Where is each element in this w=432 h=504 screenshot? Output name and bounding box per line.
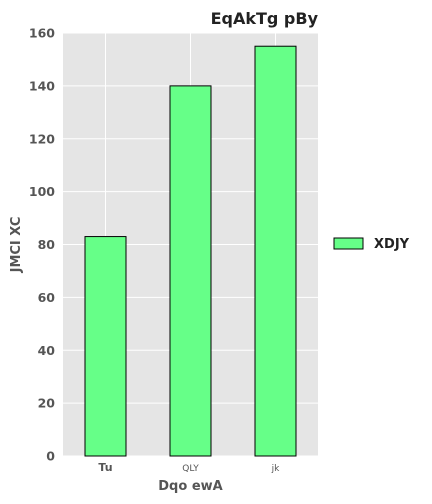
y-tick-label: 120 — [29, 131, 55, 146]
bar-QLY — [169, 85, 212, 457]
y-tick-label: 80 — [38, 237, 56, 252]
x-tick-label: QLY — [182, 464, 199, 474]
y-tick-label: 100 — [29, 184, 55, 199]
x-tick-label: Tu — [98, 461, 112, 474]
legend-swatch — [333, 237, 364, 250]
legend-label: XDJY — [374, 237, 410, 252]
x-axis-label: Dqo ewA — [158, 479, 222, 494]
x-axis-ticks: Tu QLY jk — [98, 461, 280, 474]
legend: XDJY — [333, 237, 410, 252]
chart-title: EqAkTg pBy — [211, 9, 319, 28]
y-axis-ticks: 0 20 40 60 80 100 120 140 160 — [29, 26, 55, 464]
y-axis-label: JMCI XC — [9, 217, 24, 274]
y-tick-label: 140 — [29, 78, 55, 93]
y-tick-label: 160 — [29, 26, 55, 41]
y-tick-label: 0 — [46, 449, 55, 464]
bar-Tu — [84, 236, 127, 457]
bar-group — [84, 45, 297, 457]
y-tick-label: 40 — [38, 343, 56, 358]
x-tick-label: jk — [271, 464, 281, 474]
bar-jk — [254, 45, 297, 457]
y-tick-label: 20 — [38, 396, 56, 411]
y-tick-label: 60 — [38, 290, 56, 305]
